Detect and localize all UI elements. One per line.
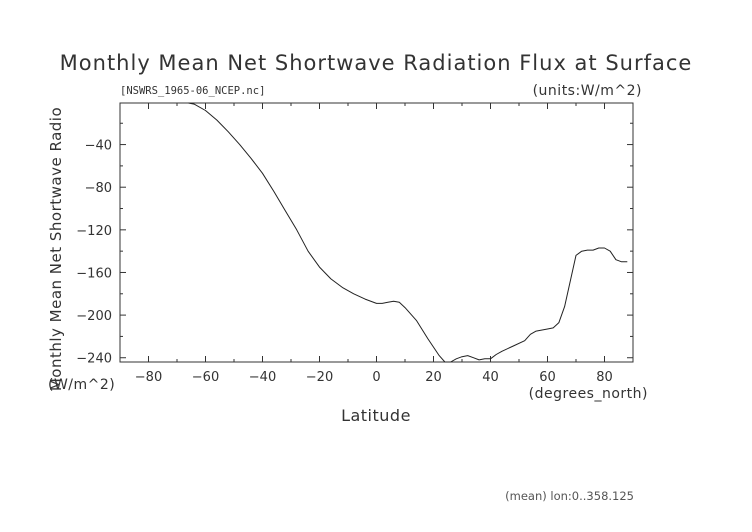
y-tick-label: −240 <box>76 352 112 367</box>
y-axis-units: (W/m^2) <box>48 377 115 393</box>
file-label: [NSWRS_1965-06_NCEP.nc] <box>120 85 265 97</box>
axis-ticks: −80 −60 −40 −20 0 20 40 60 80−40−80−120−160−200−… <box>76 103 633 385</box>
x-tick-label: −60 <box>192 370 219 385</box>
x-tick-label: 60 <box>539 370 556 385</box>
x-tick-label: 20 <box>425 370 442 385</box>
y-axis-label: Monthly Mean Net Shortwave Radio <box>47 107 65 391</box>
x-tick-label: 80 <box>596 370 613 385</box>
units-label: (units:W/m^2) <box>533 83 642 99</box>
series-group <box>188 102 628 363</box>
x-tick-label: 40 <box>482 370 499 385</box>
x-tick-label: 0 <box>372 370 380 385</box>
y-tick-label: −120 <box>76 224 112 239</box>
x-axis-label: Latitude <box>341 406 411 425</box>
plot-frame <box>119 102 634 363</box>
x-axis-units: (degrees_north) <box>529 386 648 402</box>
series-line <box>188 102 628 363</box>
x-tick-label: −20 <box>306 370 333 385</box>
x-tick-label: −80 <box>135 370 162 385</box>
chart-title: Monthly Mean Net Shortwave Radiation Flu… <box>60 51 693 75</box>
y-tick-label: −80 <box>85 181 112 196</box>
footer-note: (mean) lon:0..358.125 <box>505 489 634 503</box>
y-tick-label: −40 <box>85 139 112 154</box>
y-tick-label: −200 <box>76 309 112 324</box>
y-tick-label: −160 <box>76 266 112 281</box>
x-tick-label: −40 <box>249 370 276 385</box>
